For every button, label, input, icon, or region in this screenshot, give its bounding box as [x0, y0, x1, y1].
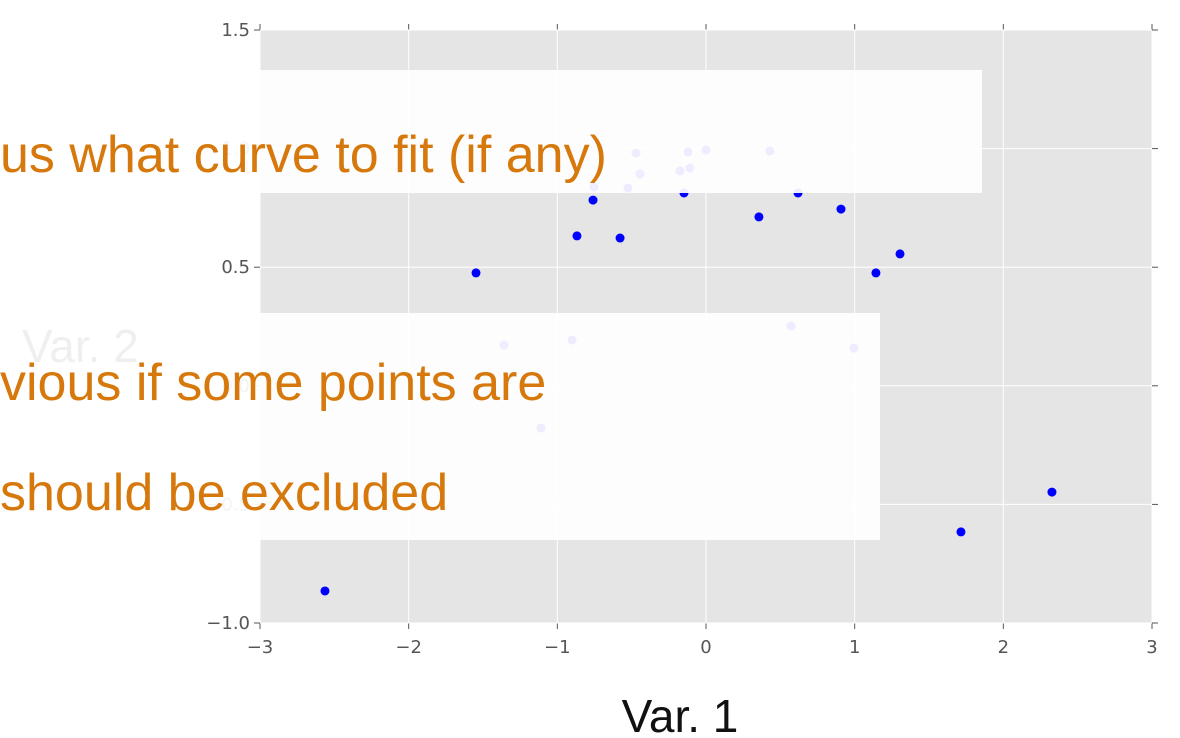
- point: [615, 233, 625, 243]
- x-tick-label: −2: [395, 637, 422, 658]
- x-tick-label: 2: [998, 637, 1009, 658]
- overlay-box: [0, 313, 880, 540]
- x-tick-label: 1: [849, 637, 860, 658]
- y-tick-label: 0.5: [221, 257, 250, 278]
- point: [871, 268, 881, 278]
- x-tick-label: 0: [700, 637, 711, 658]
- point: [588, 195, 598, 205]
- point: [836, 204, 846, 214]
- annotation: us what curve to fit (if any): [0, 126, 607, 184]
- x-tick-label: 3: [1146, 637, 1157, 658]
- y-tick-label: −1.0: [206, 613, 250, 634]
- point: [754, 212, 764, 222]
- point: [572, 231, 582, 241]
- point: [895, 249, 905, 259]
- point: [471, 268, 481, 278]
- y-tick-label: 1.5: [221, 20, 250, 41]
- x-tick-label: −1: [544, 637, 571, 658]
- x-tick-label: −3: [247, 637, 274, 658]
- x-axis-label: Var. 1: [622, 690, 739, 738]
- point: [956, 527, 966, 537]
- annotation: vious if some points are: [0, 354, 546, 412]
- point: [1047, 487, 1057, 497]
- point: [320, 586, 330, 596]
- annotation: should be excluded: [0, 464, 448, 522]
- overlay-box: [0, 70, 982, 193]
